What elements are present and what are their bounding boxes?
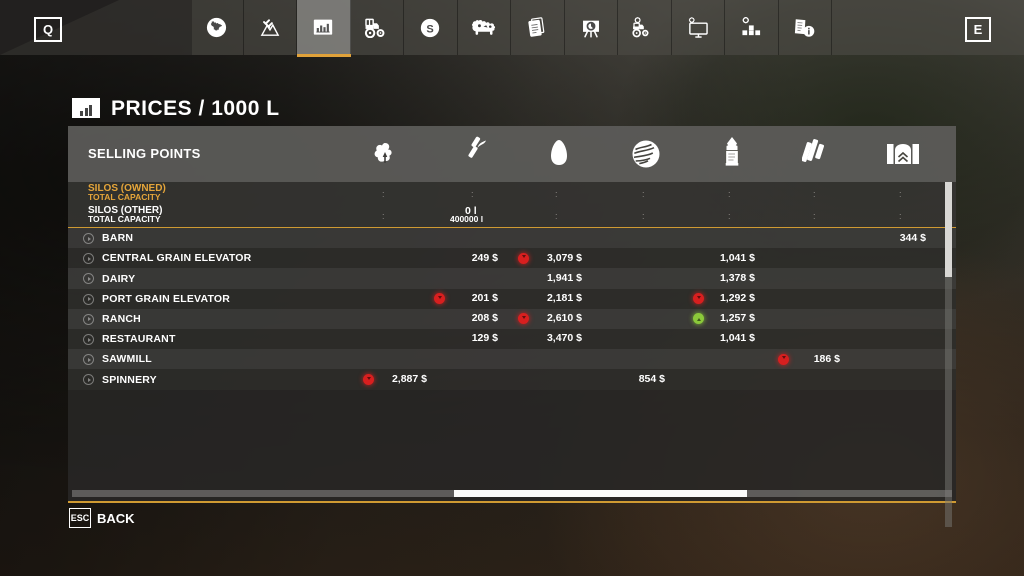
svg-text:S: S (427, 23, 434, 35)
